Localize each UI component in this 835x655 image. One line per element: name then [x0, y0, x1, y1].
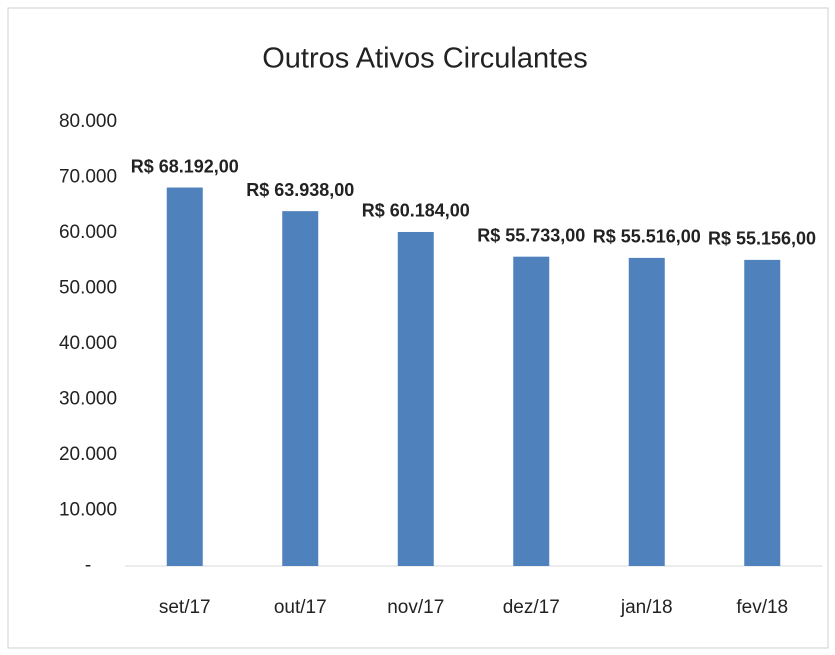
data-label: R$ 60.184,00	[362, 201, 470, 221]
data-label: R$ 55.156,00	[708, 229, 816, 249]
y-tick-label: 60.000	[59, 222, 117, 243]
x-tick-label: nov/17	[387, 597, 444, 618]
y-tick-label: 40.000	[59, 333, 117, 354]
x-tick-label: jan/18	[620, 597, 673, 618]
bar	[628, 257, 665, 566]
y-tick-label: 20.000	[59, 444, 117, 465]
x-tick-label: set/17	[159, 597, 211, 618]
bar	[744, 259, 781, 566]
chart-title: Outros Ativos Circulantes	[262, 43, 588, 75]
x-tick-label: dez/17	[503, 597, 560, 618]
data-label: R$ 55.516,00	[593, 227, 701, 247]
y-tick-label: -	[85, 555, 91, 576]
bar	[282, 211, 319, 566]
data-label: R$ 55.733,00	[477, 225, 585, 245]
bar	[513, 256, 550, 566]
x-tick-label: fev/18	[736, 597, 788, 618]
y-tick-label: 10.000	[59, 500, 117, 521]
y-tick-label: 70.000	[59, 167, 117, 188]
bar	[397, 231, 434, 566]
data-label: R$ 68.192,00	[131, 156, 239, 176]
x-tick-label: out/17	[274, 597, 327, 618]
y-tick-label: 80.000	[59, 111, 117, 132]
y-tick-label: 30.000	[59, 389, 117, 410]
bar	[166, 187, 203, 566]
y-tick-label: 50.000	[59, 278, 117, 299]
data-label: R$ 63.938,00	[246, 180, 354, 200]
